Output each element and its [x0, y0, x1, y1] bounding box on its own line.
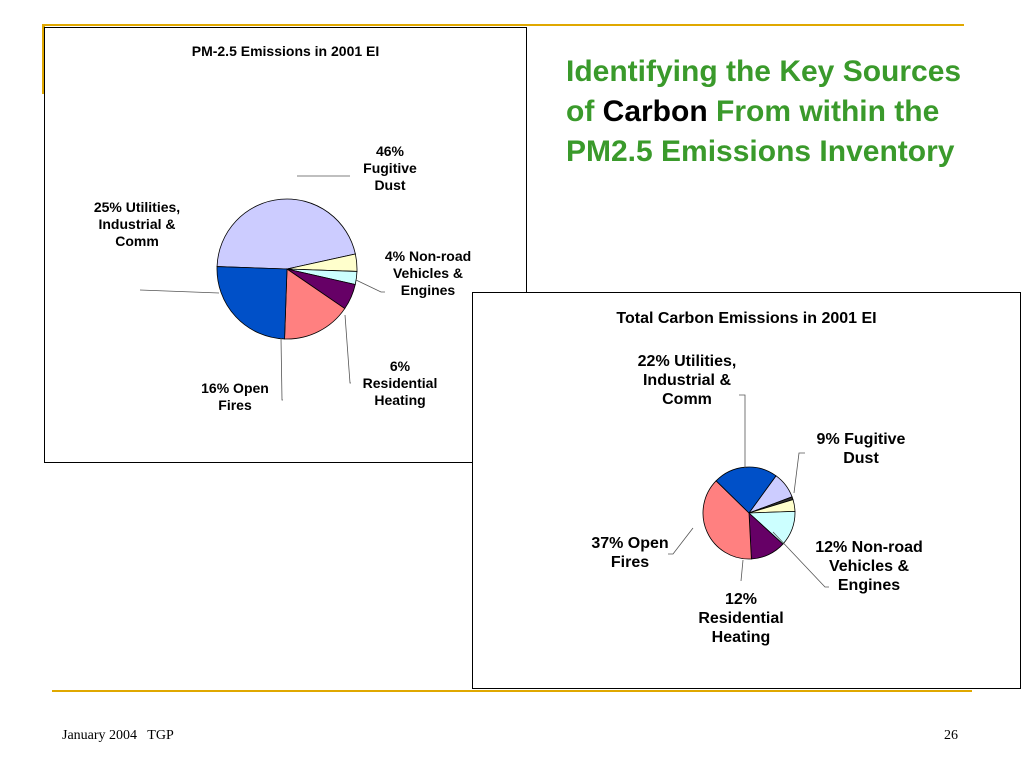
leader-lines: [139, 175, 385, 401]
slice-label-nonroad: 12% Non-road Vehicles & Engines: [815, 539, 923, 595]
leader-lines: [668, 394, 829, 588]
leader-line-1: [772, 531, 829, 588]
slice-label-nonroad: 4% Non-road Vehicles & Engines: [384, 248, 472, 298]
pie-svg: [139, 175, 385, 401]
bottom-rule: [52, 690, 972, 692]
leader-line-0: [793, 452, 805, 494]
leader-line-1: [355, 279, 385, 293]
leader-line-2: [740, 559, 744, 582]
slice-label-open-fires: 16% Open Fires: [201, 380, 269, 413]
chart-title: PM-2.5 Emissions in 2001 EI: [191, 43, 380, 59]
leader-line-4: [139, 289, 220, 294]
slide-title: Identifying the Key Sources of Carbon Fr…: [566, 52, 986, 172]
left-rule: [42, 24, 45, 94]
leader-line-3: [280, 337, 283, 401]
pie-slices: [702, 466, 796, 560]
footer-text: January 2004 TGP: [62, 728, 174, 743]
title-highlight: Carbon: [602, 95, 708, 128]
page-number: 26: [944, 728, 958, 743]
carbon-chart: Total Carbon Emissions in 2001 EI 9% Fug…: [472, 292, 1021, 689]
pie-slices: [216, 198, 358, 340]
leader-line-4: [739, 394, 746, 468]
slice-label-residential: 6% Residential Heating: [362, 358, 438, 408]
top-rule: [42, 24, 964, 26]
pie-slice-5: [702, 480, 752, 560]
slice-label-fugitive-dust: 46% Fugitive Dust: [363, 143, 417, 193]
slice-label-open-fires: 37% Open Fires: [591, 535, 669, 572]
leader-line-3: [668, 527, 694, 555]
slice-label-fugitive-dust: 9% Fugitive Dust: [816, 431, 906, 468]
pie-slice-4: [284, 268, 346, 340]
pm25-chart: PM-2.5 Emissions in 2001 EI 46% Fugitive…: [44, 27, 527, 463]
title-part-2: From within the PM2.5 Emissions Inventor…: [566, 95, 955, 168]
pie-slice-5: [216, 266, 288, 340]
pie-slice-0: [216, 198, 356, 270]
leader-line-2: [344, 314, 351, 384]
chart-title: Total Carbon Emissions in 2001 EI: [616, 310, 877, 327]
slice-label-utilities: 22% Utilities, Industrial & Comm: [637, 353, 737, 409]
slice-label-utilities: 25% Utilities, Industrial & Comm: [93, 199, 181, 249]
title-part-1: Identifying the Key Sources of: [566, 55, 962, 128]
slice-label-residential: 12% Residential Heating: [698, 591, 784, 647]
pie-svg: [668, 394, 829, 588]
